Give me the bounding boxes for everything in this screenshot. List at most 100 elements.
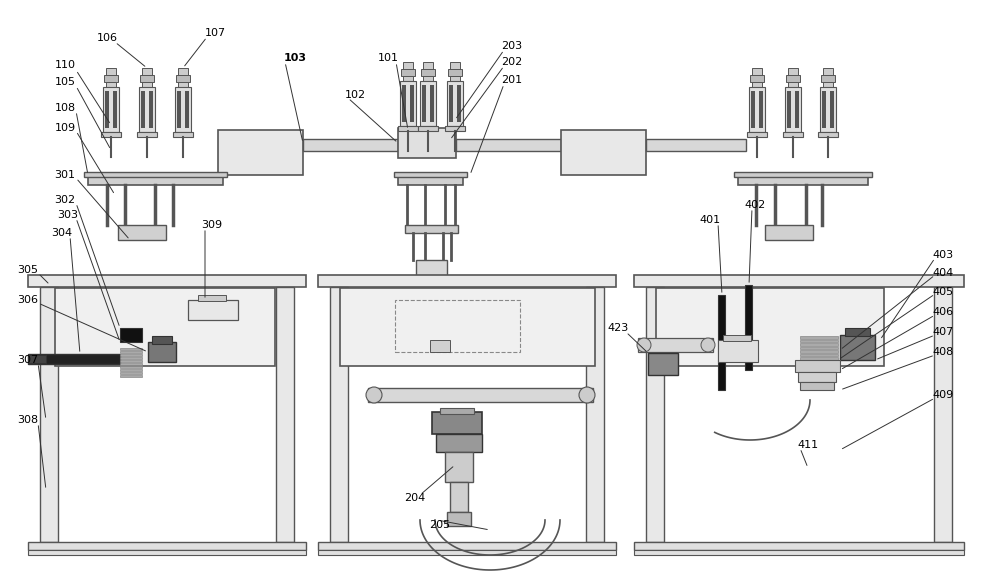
Text: 306: 306 [18, 295, 38, 305]
Bar [103, 87, 119, 132]
Text: 203: 203 [501, 41, 523, 51]
Bar [402, 85, 406, 122]
Bar [120, 357, 142, 359]
Bar [120, 354, 142, 356]
Bar [432, 412, 482, 434]
Bar [420, 81, 436, 126]
Text: 303: 303 [58, 210, 78, 220]
Text: 109: 109 [54, 123, 76, 133]
Bar [785, 87, 801, 132]
Bar [423, 62, 433, 69]
Bar [398, 128, 456, 158]
Bar [934, 287, 952, 542]
Bar [450, 76, 460, 81]
Bar [318, 550, 616, 555]
Bar [137, 132, 157, 137]
Bar [120, 348, 142, 350]
Bar [450, 62, 460, 69]
Bar [447, 512, 471, 526]
Text: 402: 402 [744, 200, 766, 210]
Bar [422, 85, 426, 122]
Text: 107: 107 [204, 28, 226, 38]
Bar [787, 91, 791, 128]
Bar [436, 434, 482, 452]
Bar [788, 82, 798, 87]
Bar [400, 81, 416, 126]
Text: 403: 403 [932, 250, 954, 260]
Bar [750, 75, 764, 82]
Bar [759, 91, 763, 128]
Text: 305: 305 [18, 265, 38, 275]
Text: 102: 102 [344, 90, 366, 100]
Bar [176, 75, 190, 82]
Bar [340, 288, 595, 366]
Bar [398, 175, 463, 185]
Bar [173, 132, 193, 137]
Bar [788, 68, 798, 75]
Bar [395, 300, 520, 352]
Bar [818, 132, 838, 137]
Bar [403, 62, 413, 69]
Bar [398, 126, 418, 131]
Bar [800, 382, 834, 390]
Bar [751, 91, 755, 128]
Bar [445, 452, 473, 482]
Bar [120, 351, 142, 353]
Bar [820, 87, 836, 132]
Bar [456, 139, 561, 151]
Bar [88, 175, 223, 185]
Bar [450, 482, 468, 512]
Text: 304: 304 [51, 228, 73, 238]
Text: 110: 110 [54, 60, 76, 70]
Bar [410, 85, 414, 122]
Text: 202: 202 [501, 57, 523, 67]
Bar [28, 550, 306, 555]
Text: 423: 423 [607, 323, 629, 333]
Bar [752, 68, 762, 75]
Bar [830, 91, 834, 128]
Text: 301: 301 [54, 170, 76, 180]
Text: 101: 101 [378, 53, 398, 63]
Bar [718, 340, 758, 362]
Text: 411: 411 [797, 440, 819, 450]
Bar [175, 87, 191, 132]
Text: 406: 406 [932, 307, 954, 317]
Bar [178, 68, 188, 75]
Text: 108: 108 [54, 103, 76, 113]
Bar [561, 130, 646, 175]
Bar [105, 91, 109, 128]
Bar [765, 225, 813, 240]
Bar [823, 82, 833, 87]
Bar [120, 366, 142, 368]
Text: 204: 204 [404, 493, 426, 503]
Bar [823, 68, 833, 75]
Bar [276, 287, 294, 542]
Bar [303, 139, 398, 151]
Bar [800, 346, 838, 349]
Bar [800, 353, 838, 356]
Bar [118, 225, 166, 240]
Bar [28, 275, 306, 287]
Bar [177, 91, 181, 128]
Bar [120, 363, 142, 365]
Circle shape [637, 338, 651, 352]
Bar [646, 287, 664, 542]
Bar [800, 360, 838, 363]
Bar [440, 408, 474, 414]
Bar [423, 76, 433, 81]
Bar [55, 288, 275, 366]
Bar [798, 372, 836, 382]
Bar [586, 287, 604, 542]
Bar [421, 69, 435, 76]
Bar [140, 75, 154, 82]
Bar [178, 82, 188, 87]
Text: 105: 105 [54, 77, 76, 87]
Bar [430, 85, 434, 122]
Bar [330, 287, 348, 542]
Bar [84, 172, 227, 177]
Text: 302: 302 [54, 195, 76, 205]
Bar [142, 68, 152, 75]
Bar [822, 91, 826, 128]
Circle shape [366, 387, 382, 403]
Bar [142, 82, 152, 87]
